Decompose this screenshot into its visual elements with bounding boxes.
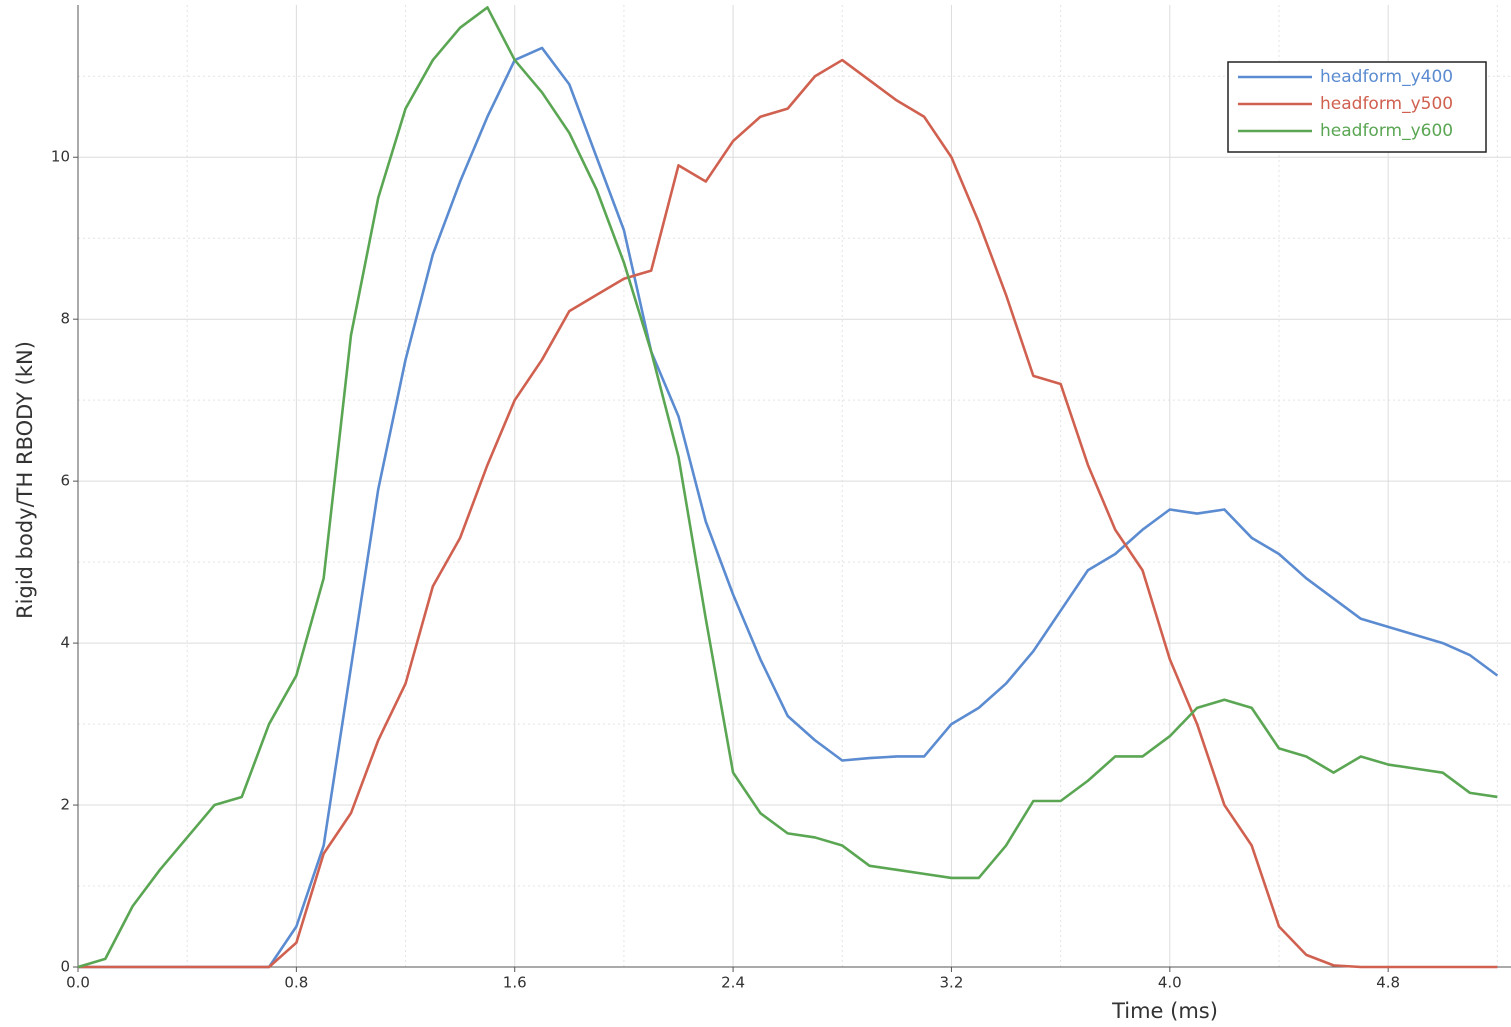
y-tick-label: 0: [60, 958, 70, 976]
x-tick-label: 4.0: [1158, 974, 1182, 992]
y-tick-label: 10: [51, 148, 70, 166]
x-tick-label: 3.2: [940, 974, 964, 992]
y-axis-label: Rigid body/TH RBODY (kN): [13, 341, 37, 619]
y-tick-label: 2: [60, 796, 70, 814]
legend-label: headform_y500: [1320, 94, 1453, 114]
y-tick-label: 4: [60, 634, 70, 652]
y-tick-label: 8: [60, 310, 70, 328]
legend-label: headform_y600: [1320, 121, 1453, 141]
series-line: [78, 58, 1498, 969]
x-tick-label: 0.8: [284, 974, 308, 992]
y-tick-label: 6: [60, 472, 70, 490]
x-axis-label: Time (ms): [1111, 999, 1218, 1023]
legend-label: headform_y400: [1320, 67, 1453, 87]
x-tick-label: 1.6: [503, 974, 527, 992]
series-line: [78, 46, 1499, 969]
x-tick-label: 4.8: [1376, 974, 1400, 992]
series-line: [77, 6, 1498, 969]
x-tick-label: 0.0: [66, 974, 90, 992]
x-tick-label: 2.4: [721, 974, 745, 992]
